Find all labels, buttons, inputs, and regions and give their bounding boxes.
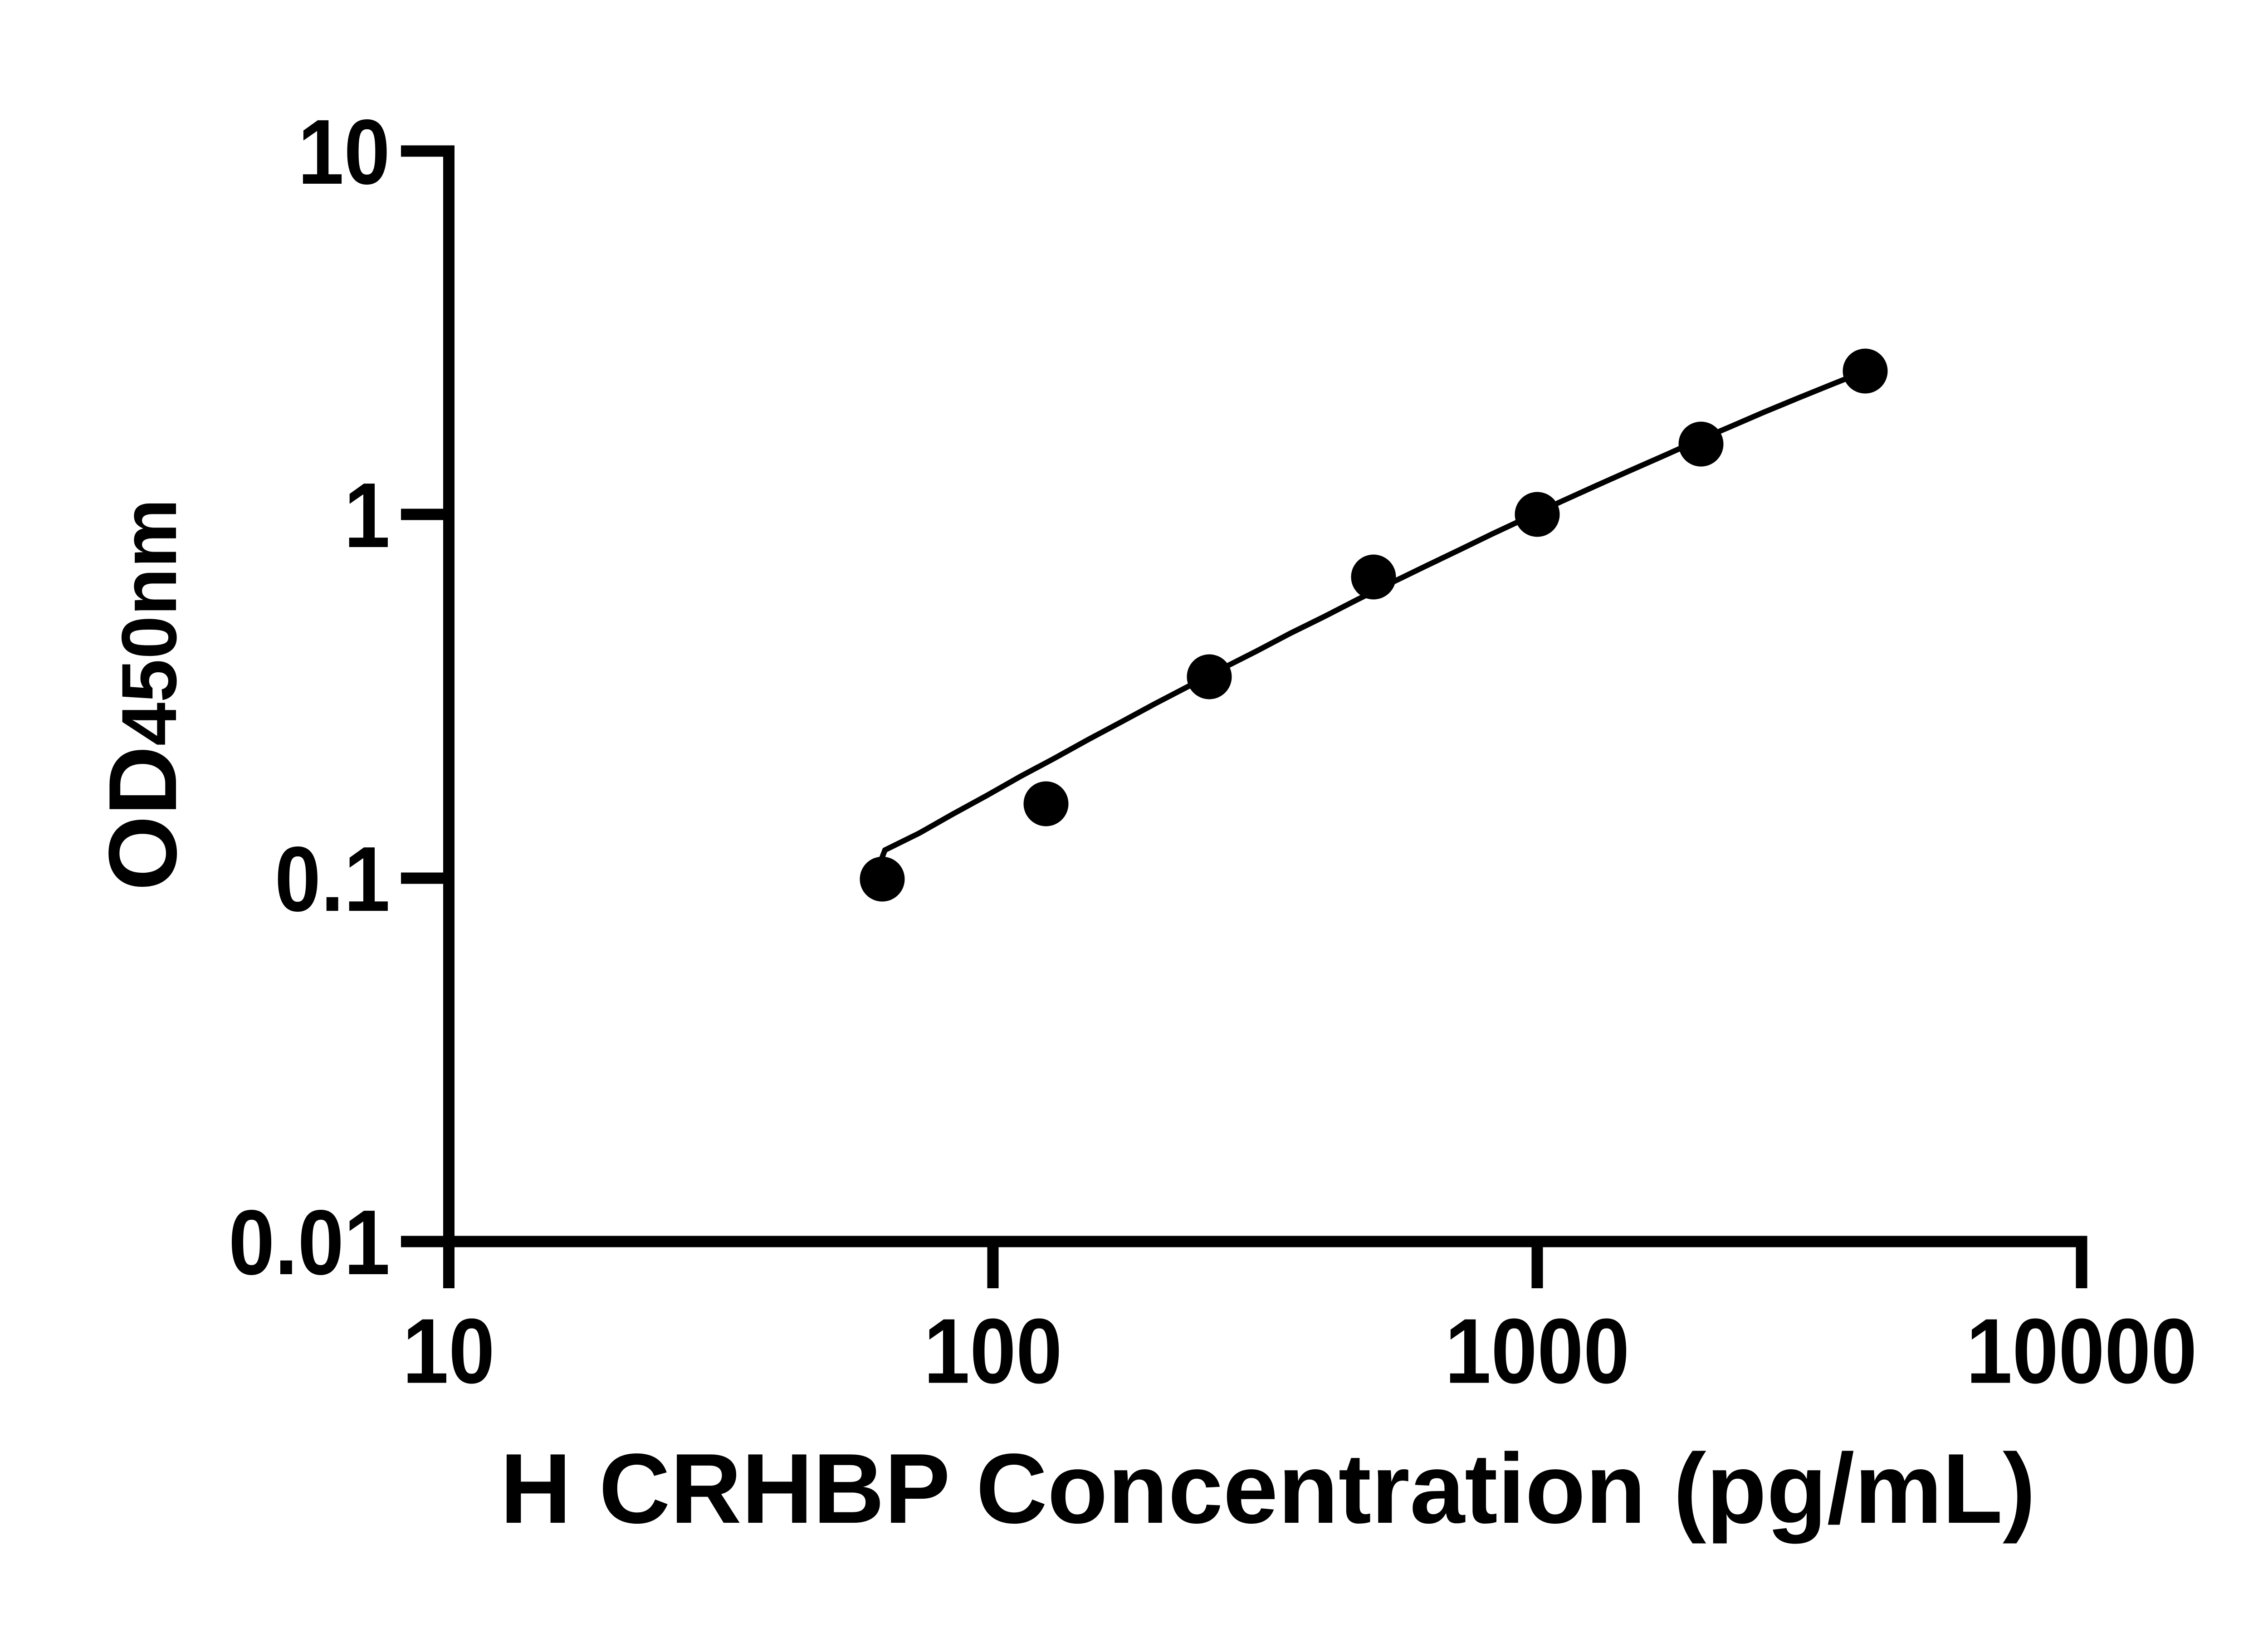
svg-text:1000: 1000 bbox=[1445, 1300, 1629, 1403]
svg-text:1: 1 bbox=[344, 464, 390, 567]
svg-text:10: 10 bbox=[298, 101, 390, 204]
svg-text:100: 100 bbox=[924, 1300, 1062, 1403]
svg-text:H CRHBP Concentration (pg/mL): H CRHBP Concentration (pg/mL) bbox=[500, 1433, 2035, 1545]
svg-text:0.01: 0.01 bbox=[229, 1191, 390, 1294]
svg-text:OD450nm: OD450nm bbox=[89, 499, 197, 890]
svg-text:0.1: 0.1 bbox=[275, 828, 390, 931]
svg-text:10: 10 bbox=[402, 1300, 495, 1403]
svg-text:10000: 10000 bbox=[1966, 1300, 2197, 1403]
